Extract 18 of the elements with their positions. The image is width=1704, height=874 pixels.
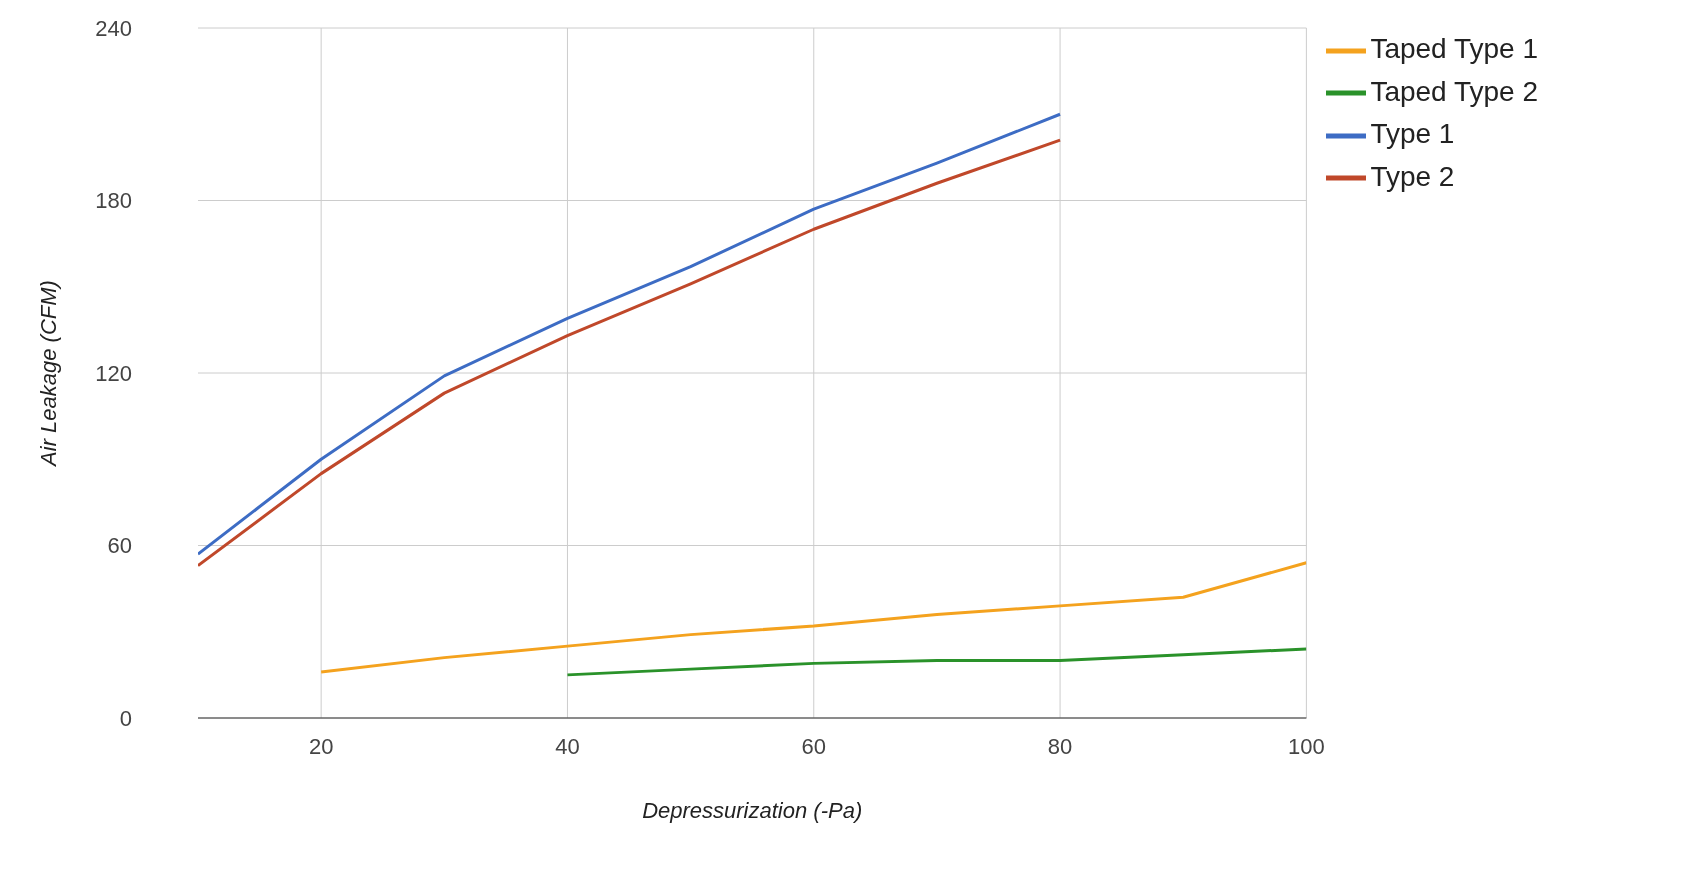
y-tick-label: 240 bbox=[95, 15, 132, 41]
x-tick-label: 20 bbox=[308, 733, 334, 759]
y-axis-title: Air Leakage (CFM) bbox=[35, 280, 61, 468]
line-series bbox=[565, 647, 1307, 677]
x-tick-label: 60 bbox=[801, 733, 827, 759]
line-series bbox=[319, 561, 1307, 674]
legend-label: Type 2 bbox=[1370, 160, 1455, 192]
x-tick-label: 100 bbox=[1288, 733, 1325, 759]
legend-label: Type 1 bbox=[1370, 118, 1455, 150]
y-tick-label: 120 bbox=[95, 360, 132, 386]
y-tick-label: 0 bbox=[119, 705, 132, 731]
x-tick-label: 40 bbox=[555, 733, 580, 759]
x-tick-label: 80 bbox=[1047, 733, 1073, 759]
y-tick-label: 180 bbox=[95, 188, 132, 214]
x-axis-title: Depressurization (-Pa) bbox=[642, 798, 863, 823]
y-tick-label: 60 bbox=[107, 533, 132, 559]
legend-label: Taped Type 1 bbox=[1370, 33, 1538, 64]
legend-label: Taped Type 2 bbox=[1370, 75, 1538, 107]
